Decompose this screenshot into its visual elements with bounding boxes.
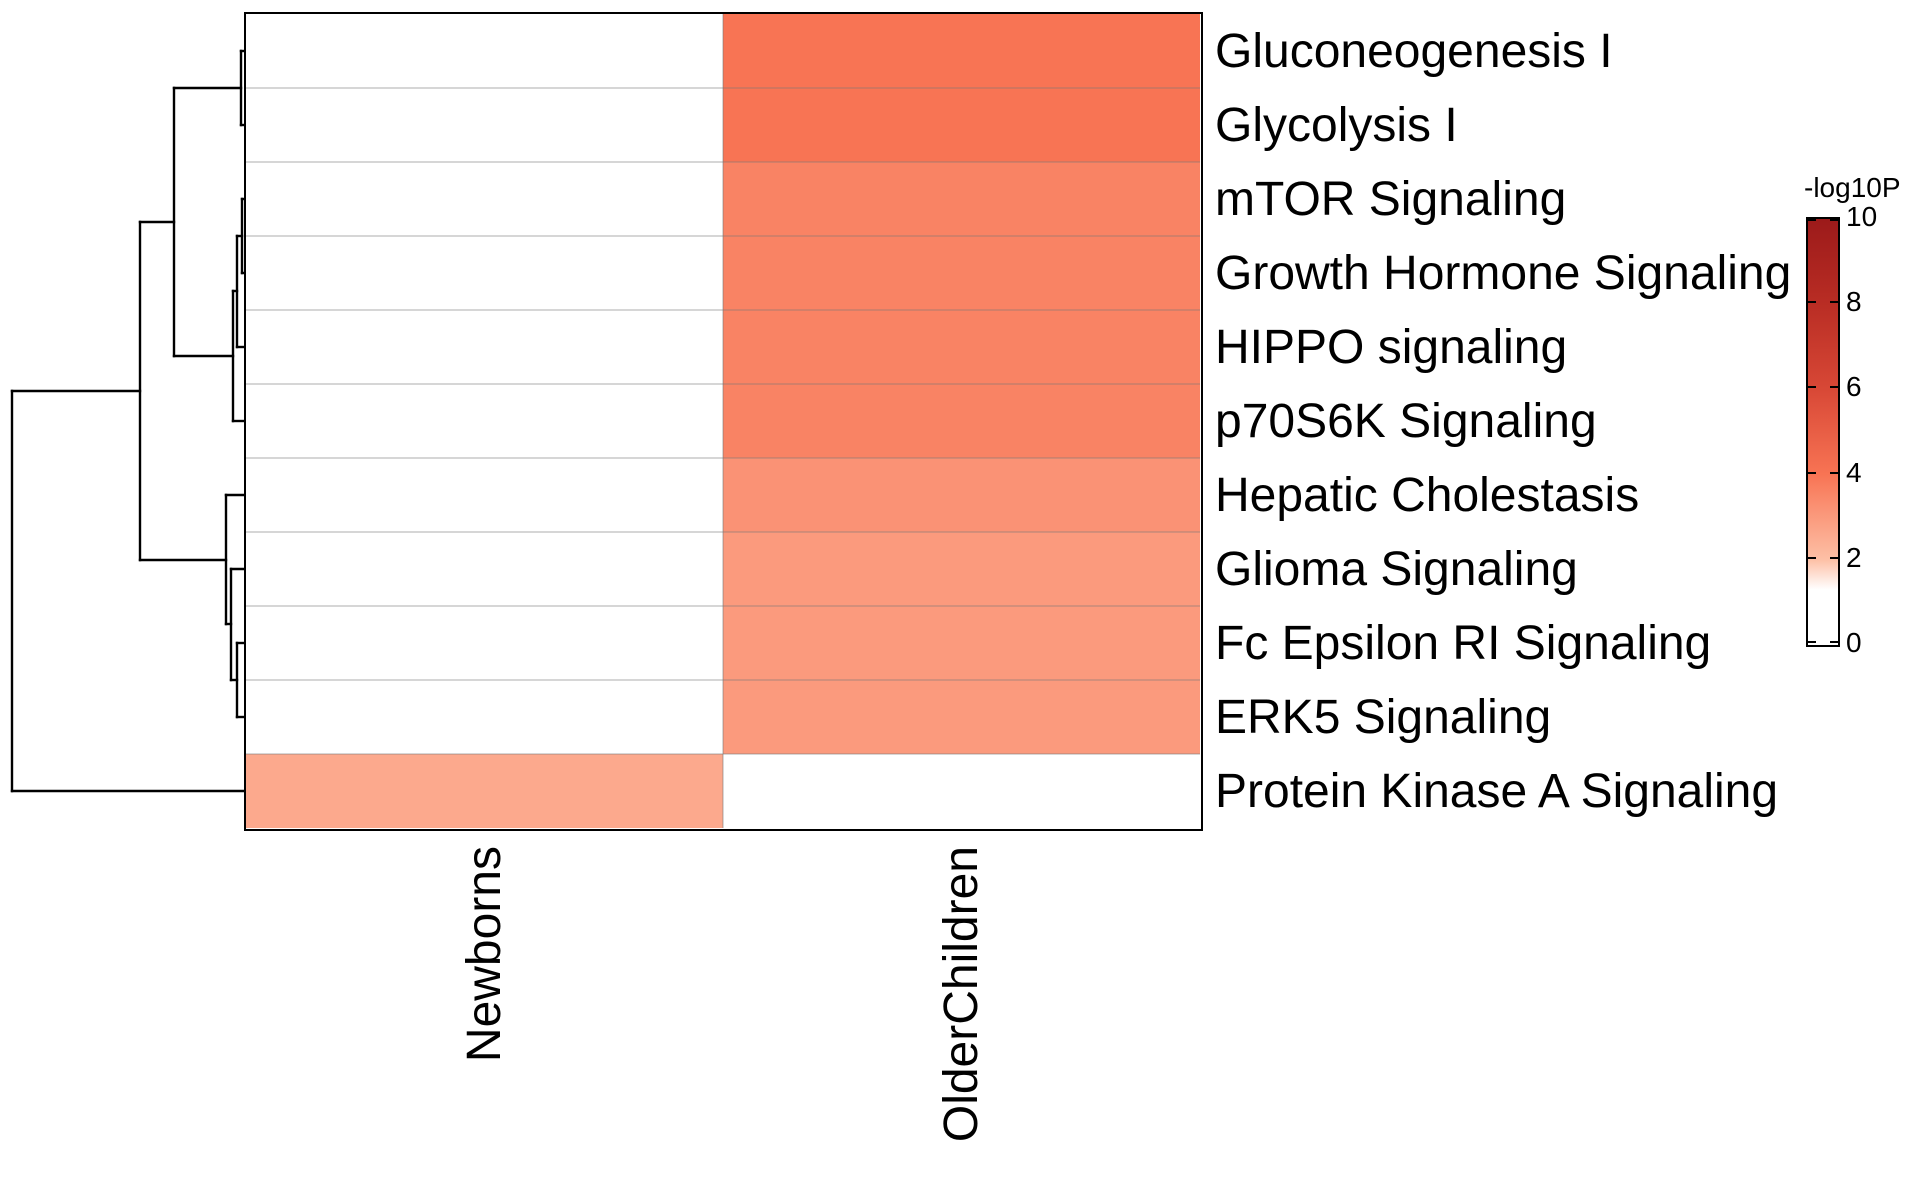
row-label: Protein Kinase A Signaling — [1215, 764, 1779, 818]
row-label: p70S6K Signaling — [1215, 394, 1597, 448]
heatmap-cell — [723, 680, 1200, 754]
heatmap-cell — [246, 754, 723, 828]
row-gridline — [246, 309, 1200, 311]
colorbar-tick-label: 6 — [1846, 371, 1862, 403]
colorbar-gradient — [1806, 217, 1840, 647]
colorbar-tick — [1830, 301, 1838, 304]
row-gridline — [246, 87, 1200, 89]
row-label: Hepatic Cholestasis — [1215, 468, 1640, 522]
row-label: Growth Hormone Signaling — [1215, 246, 1792, 300]
heatmap-cell — [723, 458, 1200, 532]
heatmap-cell — [723, 754, 1200, 828]
row-label: HIPPO signaling — [1215, 320, 1568, 374]
colorbar-tick-label: 0 — [1846, 627, 1862, 658]
colorbar-tick — [1830, 641, 1838, 643]
heatmap-cell — [246, 236, 723, 310]
colorbar-tick — [1808, 471, 1816, 474]
colorbar-tick — [1808, 219, 1816, 221]
row-label: Glioma Signaling — [1215, 542, 1578, 596]
heatmap-cell — [246, 88, 723, 162]
colorbar-tick — [1830, 471, 1838, 474]
row-dendrogram — [10, 49, 248, 793]
colorbar-title: -log10P — [1804, 172, 1901, 203]
colorbar-tick — [1830, 556, 1838, 559]
colorbar-tick-label: 10 — [1846, 201, 1878, 232]
colorbar-tick-label: 8 — [1846, 286, 1862, 318]
colorbar-tick — [1830, 386, 1838, 389]
colorbar-tick-label: 4 — [1846, 456, 1862, 488]
colorbar-tick-label: 2 — [1846, 541, 1862, 573]
heatmap-cell — [723, 310, 1200, 384]
row-gridline — [246, 531, 1200, 533]
heatmap-cell — [246, 532, 723, 606]
heatmap-cell — [246, 310, 723, 384]
colorbar-tick — [1830, 219, 1838, 221]
row-gridline — [246, 605, 1200, 607]
row-label: Gluconeogenesis I — [1215, 24, 1613, 78]
colorbar-tick — [1808, 386, 1816, 389]
heatmap-cell — [246, 458, 723, 532]
heatmap-border — [243, 11, 1203, 831]
heatmap-cell — [723, 532, 1200, 606]
heatmap-cell — [723, 162, 1200, 236]
column-gridline — [722, 14, 724, 828]
row-gridline — [246, 679, 1200, 681]
heatmap-cell — [246, 162, 723, 236]
row-gridline — [246, 457, 1200, 459]
heatmap-cell — [723, 606, 1200, 680]
colorbar-tick — [1808, 301, 1816, 304]
row-gridline — [246, 161, 1200, 163]
colorbar-tick — [1808, 556, 1816, 559]
column-label: Newborns — [457, 846, 511, 1063]
row-gridline — [246, 235, 1200, 237]
row-label: ERK5 Signaling — [1215, 690, 1552, 744]
heatmap-cell — [723, 384, 1200, 458]
row-label: Fc Epsilon RI Signaling — [1215, 616, 1712, 670]
colorbar-tick — [1808, 641, 1816, 643]
heatmap-cell — [246, 680, 723, 754]
heatmap-cell — [246, 14, 723, 88]
heatmap-cell — [723, 14, 1200, 88]
row-label: mTOR Signaling — [1215, 172, 1567, 226]
heatmap-cell — [723, 88, 1200, 162]
heatmap-cell — [723, 236, 1200, 310]
row-label: Glycolysis I — [1215, 98, 1458, 152]
heatmap-cell — [246, 384, 723, 458]
heatmap-cell — [246, 606, 723, 680]
row-gridline — [246, 383, 1200, 385]
column-label: OlderChildren — [934, 846, 988, 1143]
row-gridline — [246, 753, 1200, 755]
